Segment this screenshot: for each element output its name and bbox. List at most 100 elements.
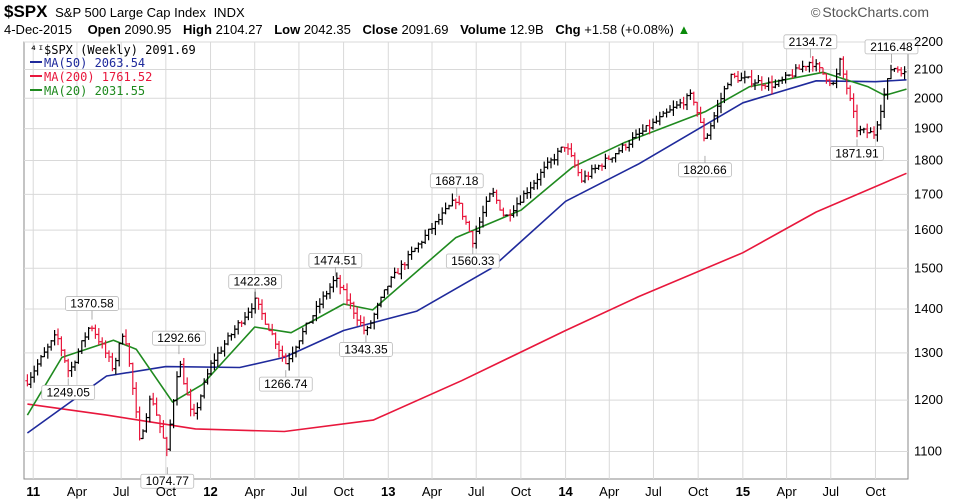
price-bar [260,299,264,320]
low-value: 2042.35 [303,22,351,37]
price-bar [460,202,465,220]
price-bar [637,128,642,141]
chg-label: Chg [555,22,581,37]
price-bar [192,403,196,417]
price-bar [824,73,829,84]
x-tick-label: 11 [26,484,40,499]
x-tick-label: Apr [67,484,88,499]
price-bar [477,217,482,235]
x-tick-label: Apr [422,484,443,499]
price-bar [464,215,468,225]
x-tick-label: Jul [113,484,130,499]
price-bar [297,340,302,350]
price-bar [382,289,387,299]
ma20-line [26,71,907,416]
price-bar [124,329,128,346]
price-bar [902,66,907,80]
price-bar [28,372,33,389]
price-bar [86,327,91,340]
price-bar [130,362,135,395]
price-annotation: 1266.74 [258,370,313,392]
price-bar [355,306,360,326]
ma50-line [26,79,907,434]
y-tick-label: 1700 [914,186,943,201]
brand-watermark: © StockCharts.com [811,4,929,20]
legend: ⁴ᴵ $SPX (Weekly) 2091.69 MA(50) 2063.54 … [30,43,196,98]
price-bar [470,230,475,248]
price-bar [423,229,428,245]
price-bar [671,100,676,116]
annotation-label: 2116.48 [870,40,913,54]
symbol: $SPX [4,2,48,21]
y-tick-label: 1200 [914,392,943,407]
price-bar [484,196,489,217]
price-bar [797,64,802,70]
price-annotation: 1560.33 [445,246,500,269]
ma50-layer [26,79,907,434]
price-bar [732,72,737,79]
price-bar [515,197,519,217]
price-annotation: 2134.72 [783,34,838,58]
price-bar [851,93,856,119]
price-bar [498,199,502,211]
ma200-line [27,172,907,433]
close-value: 2091.69 [401,22,449,37]
price-bar [151,392,156,406]
price-bar [277,340,281,358]
annotation-label: 1474.51 [314,253,358,267]
price-bar [668,105,672,113]
x-tick-label: Jul [822,484,839,499]
legend-label-ma20: MA(20) 2031.55 [44,84,145,98]
price-annotation: 1370.58 [65,296,119,320]
price-bar [368,320,373,329]
price-annotation: 1687.18 [429,173,484,197]
price-bar [535,173,540,190]
price-bar [249,303,254,319]
price-bar [889,64,893,80]
price-bar [49,340,54,351]
brand-text: StockCharts.com [822,4,929,20]
price-bar [273,332,278,349]
high-value: 2104.27 [215,22,263,37]
price-bar [236,320,241,335]
y-tick-label: 1600 [914,222,943,237]
chg-value: +1.58 (+0.08%) [584,22,674,37]
price-bar [511,205,516,218]
price-bar [283,353,288,365]
price-bar [576,159,581,177]
price-bar [358,315,363,327]
price-bar [351,301,356,319]
price-bar [96,328,101,346]
price-bar [137,406,142,441]
annotation-label: 1266.74 [264,377,308,391]
price-bar [300,327,305,345]
legend-item-ma50: MA(50) 2063.54 [30,56,145,70]
price-bar [409,246,414,260]
price-annotation: 2116.48 [864,39,919,63]
price-bar [532,179,536,190]
price-bar [181,357,186,385]
price-bar [117,342,122,367]
price-bar [481,205,485,228]
price-bar [855,104,859,138]
annotation-label: 1074.77 [146,474,190,488]
price-bar [419,240,424,249]
price-bar [589,164,594,179]
annotation-label: 1292.66 [157,331,201,345]
x-tick-label: 13 [381,484,395,499]
ma20-layer [26,71,907,416]
x-tick-label: Jul [468,484,485,499]
price-bar [654,115,659,124]
exchange: INDX [213,5,245,20]
price-bar [440,207,445,225]
price-bar [729,73,734,87]
price-bar [406,250,411,270]
index-name: S&P 500 Large Cap Index [55,5,206,20]
quote-row: 4-Dec-2015 Open 2090.95 High 2104.27 Low… [4,22,690,37]
price-bar [195,402,200,420]
candlestick-icon: ⁴ᴵ [30,43,44,57]
price-bar [396,268,400,275]
price-bar [35,359,40,376]
annotation-label: 1820.66 [683,163,727,177]
